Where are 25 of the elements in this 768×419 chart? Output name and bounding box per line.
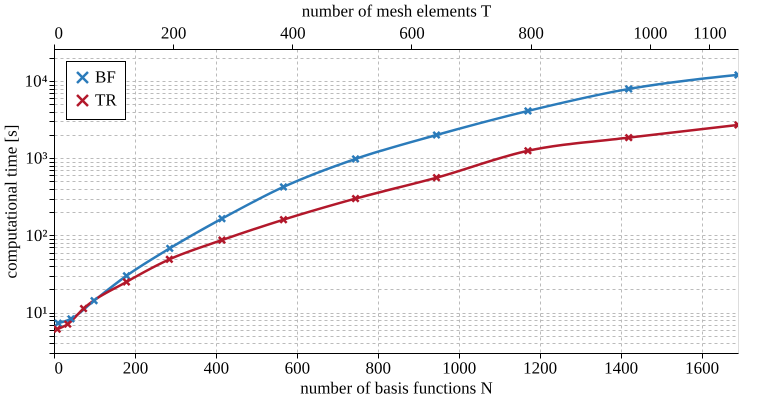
x-tick-label: 1600	[685, 358, 720, 378]
x-tick-label: 200	[122, 358, 148, 378]
legend-label: TR	[95, 90, 118, 110]
x-tick-label: 1000	[442, 358, 476, 378]
x2-tick-label: 800	[518, 24, 544, 42]
legend-label: BF	[95, 68, 116, 86]
x2-tick-label: 0	[54, 24, 63, 42]
x-tick-label: 1400	[604, 358, 638, 378]
x-tick-label: 0	[54, 358, 63, 378]
x2-tick-label: 1000	[633, 24, 668, 42]
x-axis-title: number of basis functions N	[300, 378, 493, 398]
x2-tick-label: 200	[160, 24, 186, 42]
y-tick-label: 10³	[25, 148, 48, 168]
y-tick-label: 10²	[25, 226, 48, 245]
x-tick-label: 1200	[523, 358, 558, 378]
x2-axis-title: number of mesh elements T	[302, 2, 492, 20]
x-tick-label: 600	[284, 358, 310, 378]
y-tick-label: 10¹	[25, 303, 48, 322]
y-tick-label: 10⁴	[24, 72, 48, 91]
x2-tick-label: 1100	[693, 24, 727, 42]
x-tick-label: 400	[204, 358, 230, 378]
x-tick-label: 800	[366, 358, 392, 378]
x2-tick-label: 400	[280, 24, 306, 42]
x2-tick-label: 600	[399, 24, 425, 42]
y-axis-title: computational time [s]	[2, 124, 21, 278]
